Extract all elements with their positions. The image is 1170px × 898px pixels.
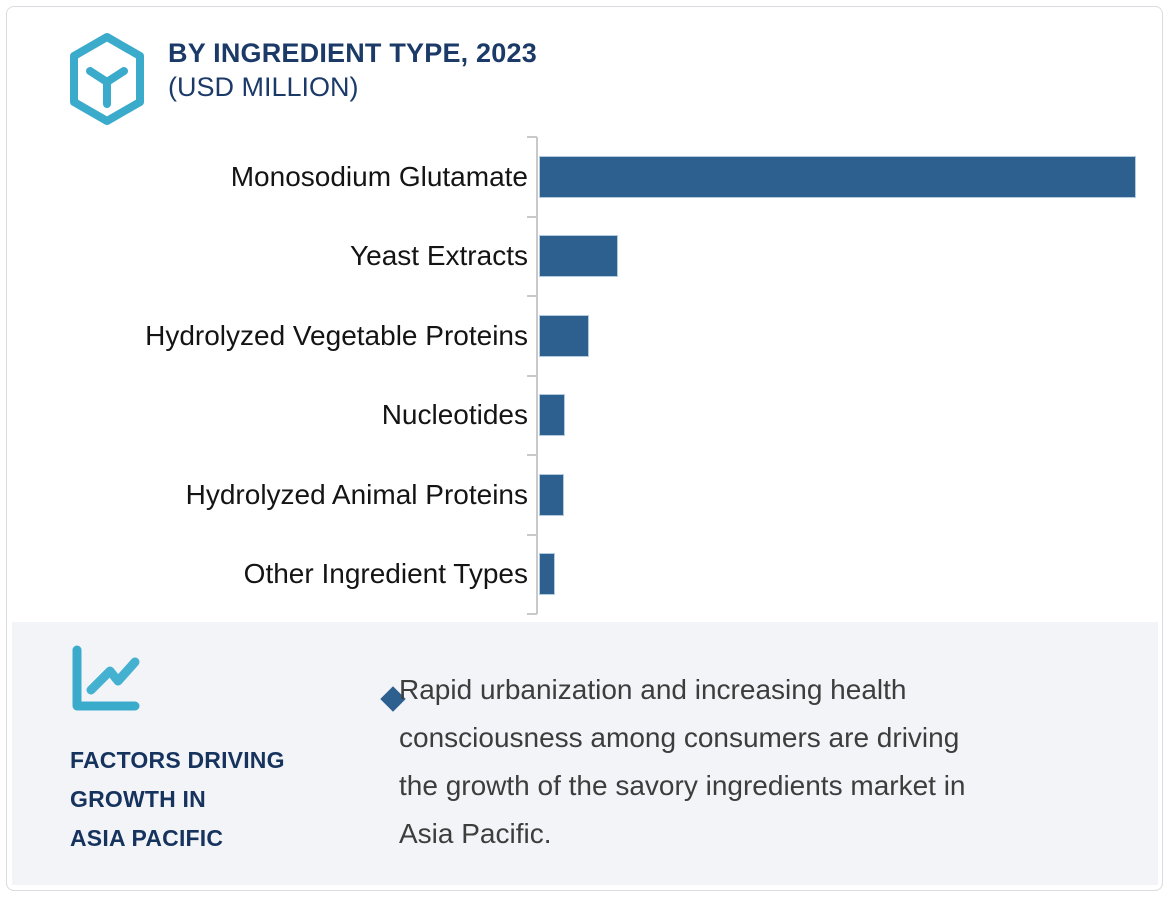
bar bbox=[539, 394, 565, 437]
axis-tick bbox=[527, 613, 537, 615]
insight-bullet-text: Rapid urbanization and increasing health… bbox=[399, 674, 966, 849]
bar bbox=[539, 473, 564, 516]
hexagon-cube-icon bbox=[70, 33, 144, 125]
axis-tick bbox=[527, 295, 537, 297]
category-label: Nucleotides bbox=[381, 399, 528, 431]
axis-tick bbox=[527, 136, 537, 138]
axis-tick bbox=[527, 374, 537, 377]
y-axis-line bbox=[536, 137, 538, 614]
category-label: Yeast Extracts bbox=[350, 240, 528, 272]
insight-panel: FACTORS DRIVING GROWTH IN ASIA PACIFIC R… bbox=[12, 622, 1158, 885]
axis-tick bbox=[527, 454, 537, 456]
category-label: Hydrolyzed Animal Proteins bbox=[185, 478, 528, 510]
chart-title-line2: (USD MILLION) bbox=[168, 72, 359, 102]
category-label: Monosodium Glutamate bbox=[230, 160, 528, 192]
bar bbox=[539, 553, 555, 596]
category-label: Hydrolyzed Vegetable Proteins bbox=[145, 319, 528, 351]
bar bbox=[539, 235, 618, 278]
chart-title-line1: BY INGREDIENT TYPE, 2023 bbox=[168, 38, 537, 68]
chart-title: BY INGREDIENT TYPE, 2023 (USD MILLION) bbox=[168, 36, 537, 104]
category-label: Other Ingredient Types bbox=[243, 558, 528, 590]
axis-tick bbox=[527, 533, 537, 536]
axis-tick bbox=[527, 215, 537, 218]
bar bbox=[539, 155, 1136, 198]
bar bbox=[539, 314, 589, 357]
insight-heading: FACTORS DRIVING GROWTH IN ASIA PACIFIC bbox=[70, 747, 285, 851]
line-chart-icon bbox=[72, 645, 140, 711]
